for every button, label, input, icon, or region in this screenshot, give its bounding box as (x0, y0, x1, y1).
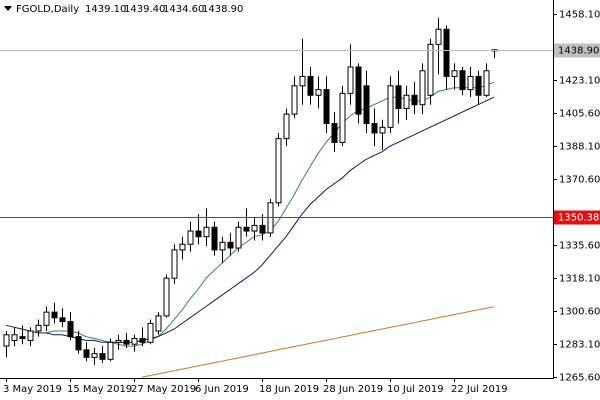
header-open: 1439.10 (85, 4, 126, 15)
candle-body (347, 66, 354, 94)
candle-body (427, 43, 434, 96)
x-tick-label: 28 Jun 2019 (323, 384, 383, 395)
header-low: 1434.60 (163, 4, 204, 15)
candle-body (355, 66, 362, 115)
candle-body (99, 353, 106, 360)
candle-body (323, 89, 330, 125)
header-icon (4, 6, 12, 11)
y-tick-label: 1370.60 (559, 175, 600, 186)
candle-body (363, 85, 370, 125)
candle-body (59, 317, 66, 323)
y-tick-label: 1300.60 (559, 307, 600, 318)
plot-area (3, 17, 498, 378)
y-tick-label: 1458.10 (559, 10, 600, 21)
candle-body (83, 349, 90, 358)
candle-body (251, 224, 258, 232)
candle-body (291, 85, 298, 115)
candle-body (219, 241, 226, 251)
candle-body (123, 339, 130, 345)
x-tick-label: 3 May 2019 (3, 384, 62, 395)
candle-body (131, 338, 138, 345)
y-tick-label: 1388.10 (559, 142, 600, 153)
candle-body (187, 230, 194, 245)
price-label-box (554, 210, 600, 225)
candle-body (107, 341, 114, 360)
price-label: 1438.90 (558, 46, 599, 57)
candle-body (155, 315, 162, 332)
price-label: 1350.38 (558, 213, 599, 224)
candle-body (11, 334, 18, 341)
x-tick-label: 27 May 2019 (131, 384, 196, 395)
candle-body (195, 230, 202, 238)
candle-body (235, 226, 242, 249)
candle-body (75, 336, 82, 351)
candle-body (419, 70, 426, 106)
y-tick-label: 1405.60 (559, 109, 600, 120)
candle-body (315, 89, 322, 96)
x-tick-label: 10 Jul 2019 (387, 384, 444, 395)
candle-body (299, 75, 306, 87)
candle-body (451, 70, 458, 77)
x-tick-label: 18 Jun 2019 (259, 384, 319, 395)
y-tick-label: 1318.10 (559, 274, 600, 285)
candle-body (139, 338, 146, 343)
candle-body (179, 243, 186, 251)
candle-body (3, 334, 10, 347)
candle-body (275, 138, 282, 204)
candle-body (435, 28, 442, 45)
candle-body (243, 226, 250, 232)
candle-body (443, 28, 450, 77)
candle-body (283, 113, 290, 140)
candle-body (467, 75, 474, 91)
y-tick-label: 1265.60 (559, 373, 600, 384)
candle-body (147, 322, 154, 343)
price-label-box (554, 43, 600, 58)
y-tick-label: 1423.10 (559, 76, 600, 87)
header-high: 1439.40 (124, 4, 165, 15)
candle-body (115, 339, 122, 343)
candle-body (395, 85, 402, 109)
y-tick-label: 1283.10 (559, 340, 600, 351)
candle-body (163, 277, 170, 317)
candle-body (171, 249, 178, 279)
candle-body (227, 241, 234, 249)
x-tick-label: 6 Jun 2019 (195, 384, 249, 395)
candle-body (483, 70, 490, 96)
x-tick-label: 15 May 2019 (67, 384, 132, 395)
candle-body (51, 311, 58, 319)
candle-body (379, 126, 386, 134)
candle-body (307, 75, 314, 96)
candle-body (459, 70, 466, 91)
x-tick-label: 22 Jul 2019 (451, 384, 508, 395)
moving-average (141, 306, 495, 378)
candle-body (35, 324, 42, 332)
candle-body (67, 321, 74, 338)
candle-body (403, 94, 410, 109)
candle-body (43, 311, 50, 326)
candle-body (203, 226, 210, 238)
candle-body (19, 336, 26, 340)
candle-body (27, 330, 34, 341)
candle-body (475, 75, 482, 96)
candle-body (259, 224, 266, 234)
moving-average (5, 96, 495, 343)
candle-body (91, 353, 98, 358)
candle-body (387, 85, 394, 128)
candle-body (371, 123, 378, 134)
candle-body (411, 94, 418, 106)
candle-body (339, 92, 346, 143)
candle-body (211, 226, 218, 251)
header-symbol: FGOLD,Daily (16, 4, 79, 15)
candle-body (331, 123, 338, 143)
header-close: 1438.90 (202, 4, 243, 15)
y-tick-label: 1335.60 (559, 241, 600, 252)
